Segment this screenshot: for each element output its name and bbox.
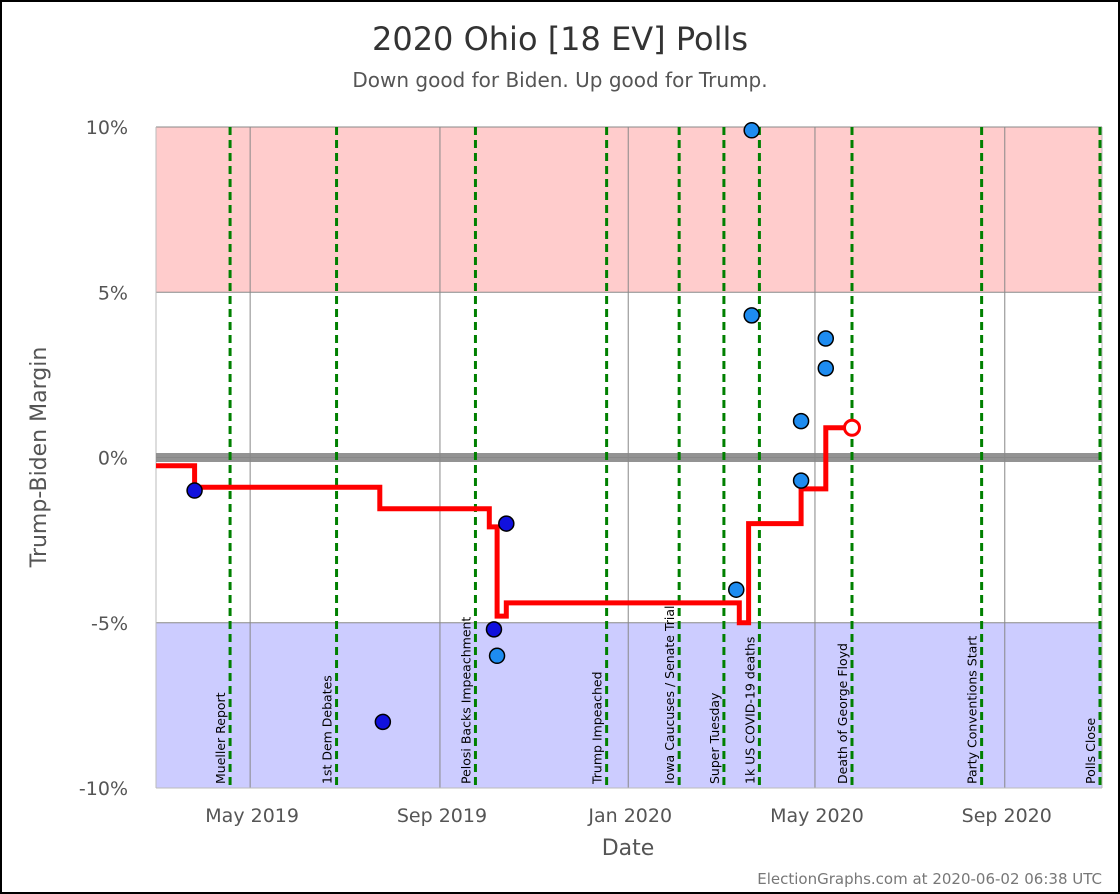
poll-point xyxy=(792,472,810,489)
event-label: Death of George Floyd xyxy=(835,643,850,784)
poll-points xyxy=(186,122,835,731)
poll-point xyxy=(374,713,392,731)
margin-band xyxy=(156,127,1102,293)
poll-point xyxy=(488,647,506,665)
y-tick-label: 0% xyxy=(98,448,128,470)
poll-point xyxy=(743,307,760,324)
y-tick-label: -5% xyxy=(91,613,128,635)
event-label: Polls Close xyxy=(1083,717,1098,784)
margin-bands xyxy=(156,127,1102,788)
current-average-marker xyxy=(842,418,861,437)
event-label: Party Conventions Start xyxy=(965,636,980,784)
y-axis-ticks: 10% 5% 0% -5% -10% xyxy=(79,117,128,800)
y-tick-label: 10% xyxy=(86,117,128,139)
poll-point xyxy=(186,482,203,499)
x-axis-label: Date xyxy=(602,836,655,861)
poll-point xyxy=(498,515,515,532)
event-markers: Mueller Report 1st Dem Debates Pelosi Back… xyxy=(213,127,1102,788)
y-tick-label: 5% xyxy=(98,282,128,304)
poll-point xyxy=(485,621,503,638)
event-label: Mueller Report xyxy=(213,692,228,784)
gridlines xyxy=(155,126,1103,789)
x-tick-label: May 2020 xyxy=(770,805,864,827)
x-tick-label: May 2019 xyxy=(205,805,299,827)
x-axis-ticks: May 2019 Sep 2019 Jan 2020 May 2020 Sep 2020 xyxy=(205,805,1052,827)
event-label: Super Tuesday xyxy=(707,692,722,784)
trend-line xyxy=(156,418,861,626)
event-label: Pelosi Backs Impeachment xyxy=(458,617,473,784)
poll-point xyxy=(743,122,760,139)
average-line xyxy=(156,425,852,626)
x-tick-label: Jan 2020 xyxy=(587,805,672,827)
chart-subtitle: Down good for Biden. Up good for Trump. xyxy=(352,68,767,92)
y-tick-label: -10% xyxy=(79,778,128,800)
event-label: 1k US COVID-19 deaths xyxy=(742,637,757,784)
x-tick-label: Sep 2019 xyxy=(397,805,487,827)
event-label: Trump Impeached xyxy=(590,671,605,785)
event-label: Iowa Caucuses / Senate Trial xyxy=(662,606,677,785)
chart-title: 2020 Ohio [18 EV] Polls xyxy=(372,20,748,58)
event-label: 1st Dem Debates xyxy=(320,675,335,784)
credit-text: ElectionGraphs.com at 2020-06-02 06:38 U… xyxy=(757,870,1102,888)
margin-band xyxy=(156,622,1102,788)
x-tick-label: Sep 2020 xyxy=(962,805,1052,827)
y-axis-label: Trump-Biden Margin xyxy=(27,347,52,569)
poll-point xyxy=(728,581,745,598)
poll-point xyxy=(817,360,835,377)
poll-point xyxy=(792,412,810,430)
poll-point xyxy=(817,330,835,347)
